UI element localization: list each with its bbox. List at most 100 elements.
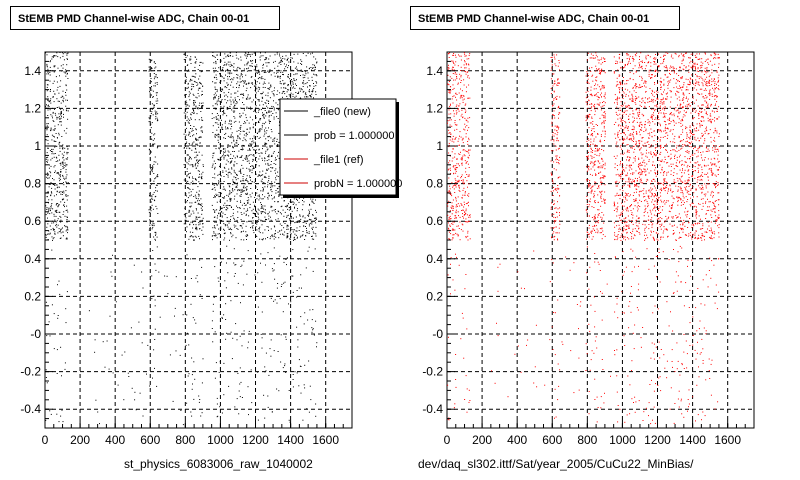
data-point	[313, 203, 315, 204]
data-point	[185, 127, 187, 129]
data-point	[232, 145, 234, 147]
data-point	[199, 136, 201, 138]
data-point	[465, 133, 467, 135]
data-point	[187, 197, 189, 199]
data-point	[152, 143, 154, 145]
data-point	[238, 390, 240, 392]
data-point	[288, 207, 290, 209]
data-point	[278, 186, 280, 188]
data-point	[218, 98, 220, 99]
data-point	[222, 171, 224, 173]
data-point	[149, 87, 151, 88]
data-point	[596, 228, 598, 230]
data-point	[249, 116, 251, 118]
data-point	[269, 122, 270, 124]
data-point	[229, 72, 231, 74]
data-point	[257, 72, 258, 74]
data-point	[224, 196, 225, 198]
data-point	[469, 216, 471, 218]
data-point	[53, 215, 55, 217]
data-point	[281, 59, 283, 61]
data-point	[587, 165, 589, 167]
data-point	[246, 160, 248, 162]
data-point	[235, 323, 237, 325]
data-point	[216, 104, 218, 106]
data-point	[215, 233, 217, 235]
data-point	[588, 236, 590, 238]
data-point	[457, 203, 459, 205]
data-point	[455, 200, 457, 202]
data-point	[148, 66, 150, 68]
data-point	[260, 93, 262, 95]
data-point	[469, 149, 471, 151]
data-point	[296, 79, 297, 81]
data-point	[154, 339, 156, 340]
data-point	[240, 156, 242, 158]
data-point	[48, 321, 50, 323]
data-point	[587, 78, 589, 80]
data-point	[594, 340, 596, 342]
data-point	[296, 290, 298, 291]
data-point	[201, 106, 203, 107]
data-point	[196, 229, 198, 231]
data-point	[270, 137, 272, 139]
data-point	[57, 86, 59, 88]
data-point	[594, 85, 596, 86]
data-point	[282, 91, 284, 93]
data-point	[315, 403, 317, 405]
data-point	[288, 419, 290, 421]
data-point	[467, 97, 469, 99]
data-point	[238, 87, 240, 89]
data-point	[191, 130, 193, 132]
data-point	[314, 66, 316, 68]
data-point	[597, 261, 599, 263]
data-point	[49, 233, 51, 235]
data-point	[590, 57, 592, 59]
data-point	[467, 151, 469, 153]
data-point	[295, 83, 296, 85]
data-point	[220, 156, 222, 158]
data-point	[460, 55, 462, 57]
data-point	[593, 194, 595, 196]
data-point	[588, 184, 590, 186]
data-point	[259, 59, 261, 61]
data-point	[197, 165, 199, 167]
data-point	[234, 226, 236, 228]
data-point	[258, 195, 260, 197]
data-point	[272, 270, 274, 272]
data-point	[557, 140, 559, 142]
data-point	[189, 144, 190, 146]
data-point	[450, 218, 452, 220]
data-point	[451, 160, 453, 162]
data-point	[47, 139, 49, 141]
data-point	[245, 225, 247, 227]
data-point	[153, 173, 155, 174]
data-point	[197, 281, 199, 283]
data-point	[248, 199, 250, 201]
data-point	[226, 262, 227, 264]
data-point	[589, 330, 591, 332]
data-point	[196, 227, 198, 229]
data-point	[315, 415, 317, 417]
data-point	[550, 93, 552, 94]
data-point	[553, 99, 555, 101]
data-point	[195, 148, 197, 150]
data-point	[49, 208, 51, 210]
data-point	[559, 195, 560, 197]
data-point	[597, 160, 599, 162]
data-point	[197, 107, 199, 109]
data-point	[469, 97, 471, 99]
data-point	[53, 222, 55, 224]
data-point	[230, 63, 232, 65]
data-point	[277, 76, 278, 78]
data-point	[291, 201, 293, 203]
data-point	[250, 143, 252, 145]
data-point	[454, 79, 456, 81]
data-point	[553, 161, 555, 163]
y-tick-label: -0.4	[20, 402, 41, 416]
data-point	[47, 156, 49, 158]
data-point	[253, 154, 255, 156]
data-point	[223, 105, 225, 107]
data-point	[279, 298, 281, 300]
data-point	[261, 211, 263, 213]
